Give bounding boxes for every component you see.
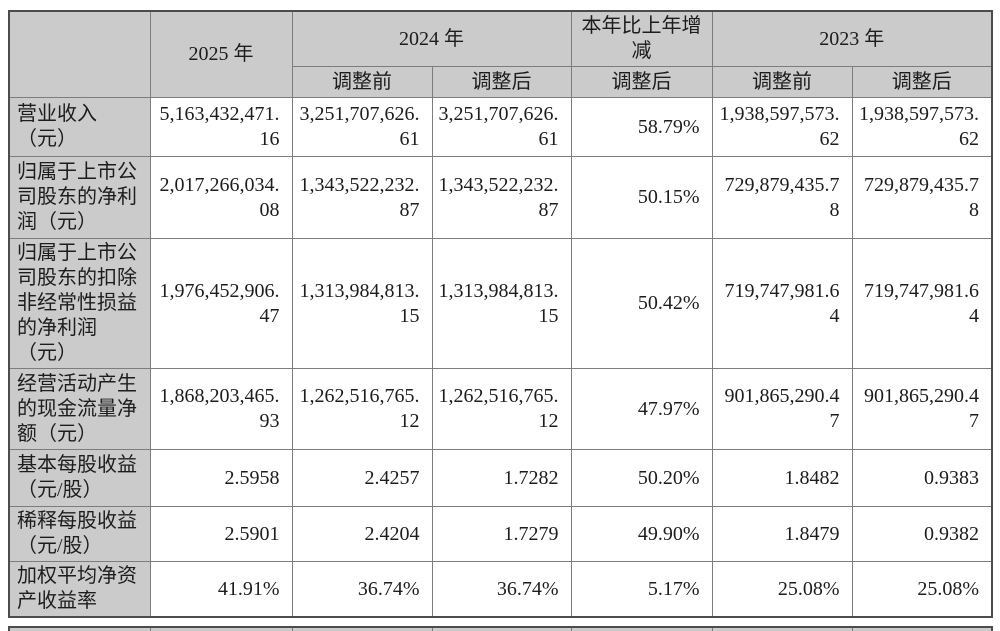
cell-2025: 41.91% (149, 561, 293, 618)
cell-2023-before: 719,747,981.64 (711, 238, 853, 369)
subheader-2023-after: 调整后 (851, 66, 993, 98)
cell-2023-after: 901,865,290.47 (851, 368, 993, 450)
corner-cell (8, 10, 151, 98)
cell-2024-after: 36.74% (431, 561, 572, 618)
cell-2024-before: 2.4204 (291, 506, 433, 562)
financial-summary-table: 2025 年 2024 年 本年比上年增减 2023 年 调整前 调整后 调整后… (8, 10, 993, 618)
header-row-years: 2025 年 2024 年 本年比上年增减 2023 年 (8, 10, 993, 98)
cell-2024-after: 1,313,984,813.15 (431, 238, 572, 369)
cell-2024-before: 1,313,984,813.15 (291, 238, 433, 369)
cell-2024-before: 3,251,707,626.61 (291, 97, 433, 157)
row-label: 归属于上市公司股东的净利润（元） (8, 156, 151, 239)
row-label: 营业收入（元） (8, 97, 151, 157)
table-row-net-profit: 归属于上市公司股东的净利润（元） 2,017,266,034.08 1,343,… (8, 156, 993, 239)
cell-yoy: 50.20% (570, 449, 713, 507)
cell-yoy: 58.79% (570, 97, 713, 157)
header-2024: 2024 年 (291, 10, 572, 67)
cell-yoy: 49.90% (570, 506, 713, 562)
cell-2023-after: 729,879,435.78 (851, 156, 993, 239)
table-row-diluted-eps: 稀释每股收益（元/股） 2.5901 2.4204 1.7279 49.90% … (8, 506, 993, 562)
table-row-net-profit-deducted: 归属于上市公司股东的扣除非经常性损益的净利润（元） 1,976,452,906.… (8, 238, 993, 369)
header-yoy: 本年比上年增减 (570, 10, 713, 67)
cell-2024-before: 1,262,516,765.12 (291, 368, 433, 450)
row-label: 基本每股收益（元/股） (8, 449, 151, 507)
cell-2025: 2.5958 (149, 449, 293, 507)
next-table-top-strip (8, 626, 993, 631)
cell-2024-after: 1.7282 (431, 449, 572, 507)
cell-2023-after: 25.08% (851, 561, 993, 618)
cell-2023-before: 1.8482 (711, 449, 853, 507)
table-row-weighted-avg-roe: 加权平均净资产收益率 41.91% 36.74% 36.74% 5.17% 25… (8, 561, 993, 618)
row-label: 稀释每股收益（元/股） (8, 506, 151, 562)
cell-yoy: 47.97% (570, 368, 713, 450)
cell-2023-before: 729,879,435.78 (711, 156, 853, 239)
cell-yoy: 5.17% (570, 561, 713, 618)
cell-2023-after: 0.9382 (851, 506, 993, 562)
header-2025: 2025 年 (149, 10, 293, 98)
cell-2023-before: 1.8479 (711, 506, 853, 562)
table-row-operating-cash-flow: 经营活动产生的现金流量净额（元） 1,868,203,465.93 1,262,… (8, 368, 993, 450)
next-table-partial-row (8, 626, 993, 631)
cell-2023-after: 1,938,597,573.62 (851, 97, 993, 157)
row-label: 归属于上市公司股东的扣除非经常性损益的净利润（元） (8, 238, 151, 369)
table-row-revenue: 营业收入（元） 5,163,432,471.16 3,251,707,626.6… (8, 97, 993, 157)
cell-2024-after: 1,262,516,765.12 (431, 368, 572, 450)
cell-2023-before: 25.08% (711, 561, 853, 618)
cell-2024-before: 1,343,522,232.87 (291, 156, 433, 239)
cell-yoy: 50.42% (570, 238, 713, 369)
cell-2023-before: 1,938,597,573.62 (711, 97, 853, 157)
row-label: 经营活动产生的现金流量净额（元） (8, 368, 151, 450)
cell-2025: 2.5901 (149, 506, 293, 562)
subheader-yoy-after: 调整后 (570, 66, 713, 98)
table-row-basic-eps: 基本每股收益（元/股） 2.5958 2.4257 1.7282 50.20% … (8, 449, 993, 507)
cell-2024-after: 1.7279 (431, 506, 572, 562)
header-row-adjust: 调整前 调整后 调整后 调整前 调整后 (9, 66, 993, 98)
cell-2023-after: 719,747,981.64 (851, 238, 993, 369)
subheader-2024-before: 调整前 (291, 66, 433, 98)
cell-2025: 5,163,432,471.16 (149, 97, 293, 157)
cell-2023-after: 0.9383 (851, 449, 993, 507)
cell-2025: 1,976,452,906.47 (149, 238, 293, 369)
cell-2024-after: 1,343,522,232.87 (431, 156, 572, 239)
cell-2024-before: 2.4257 (291, 449, 433, 507)
row-label: 加权平均净资产收益率 (8, 561, 151, 618)
subheader-2024-after: 调整后 (431, 66, 572, 98)
header-2023: 2023 年 (711, 10, 993, 67)
cell-2024-after: 3,251,707,626.61 (431, 97, 572, 157)
cell-2025: 2,017,266,034.08 (149, 156, 293, 239)
cell-2025: 1,868,203,465.93 (149, 368, 293, 450)
cell-2023-before: 901,865,290.47 (711, 368, 853, 450)
cell-yoy: 50.15% (570, 156, 713, 239)
subheader-2023-before: 调整前 (711, 66, 853, 98)
cell-2024-before: 36.74% (291, 561, 433, 618)
